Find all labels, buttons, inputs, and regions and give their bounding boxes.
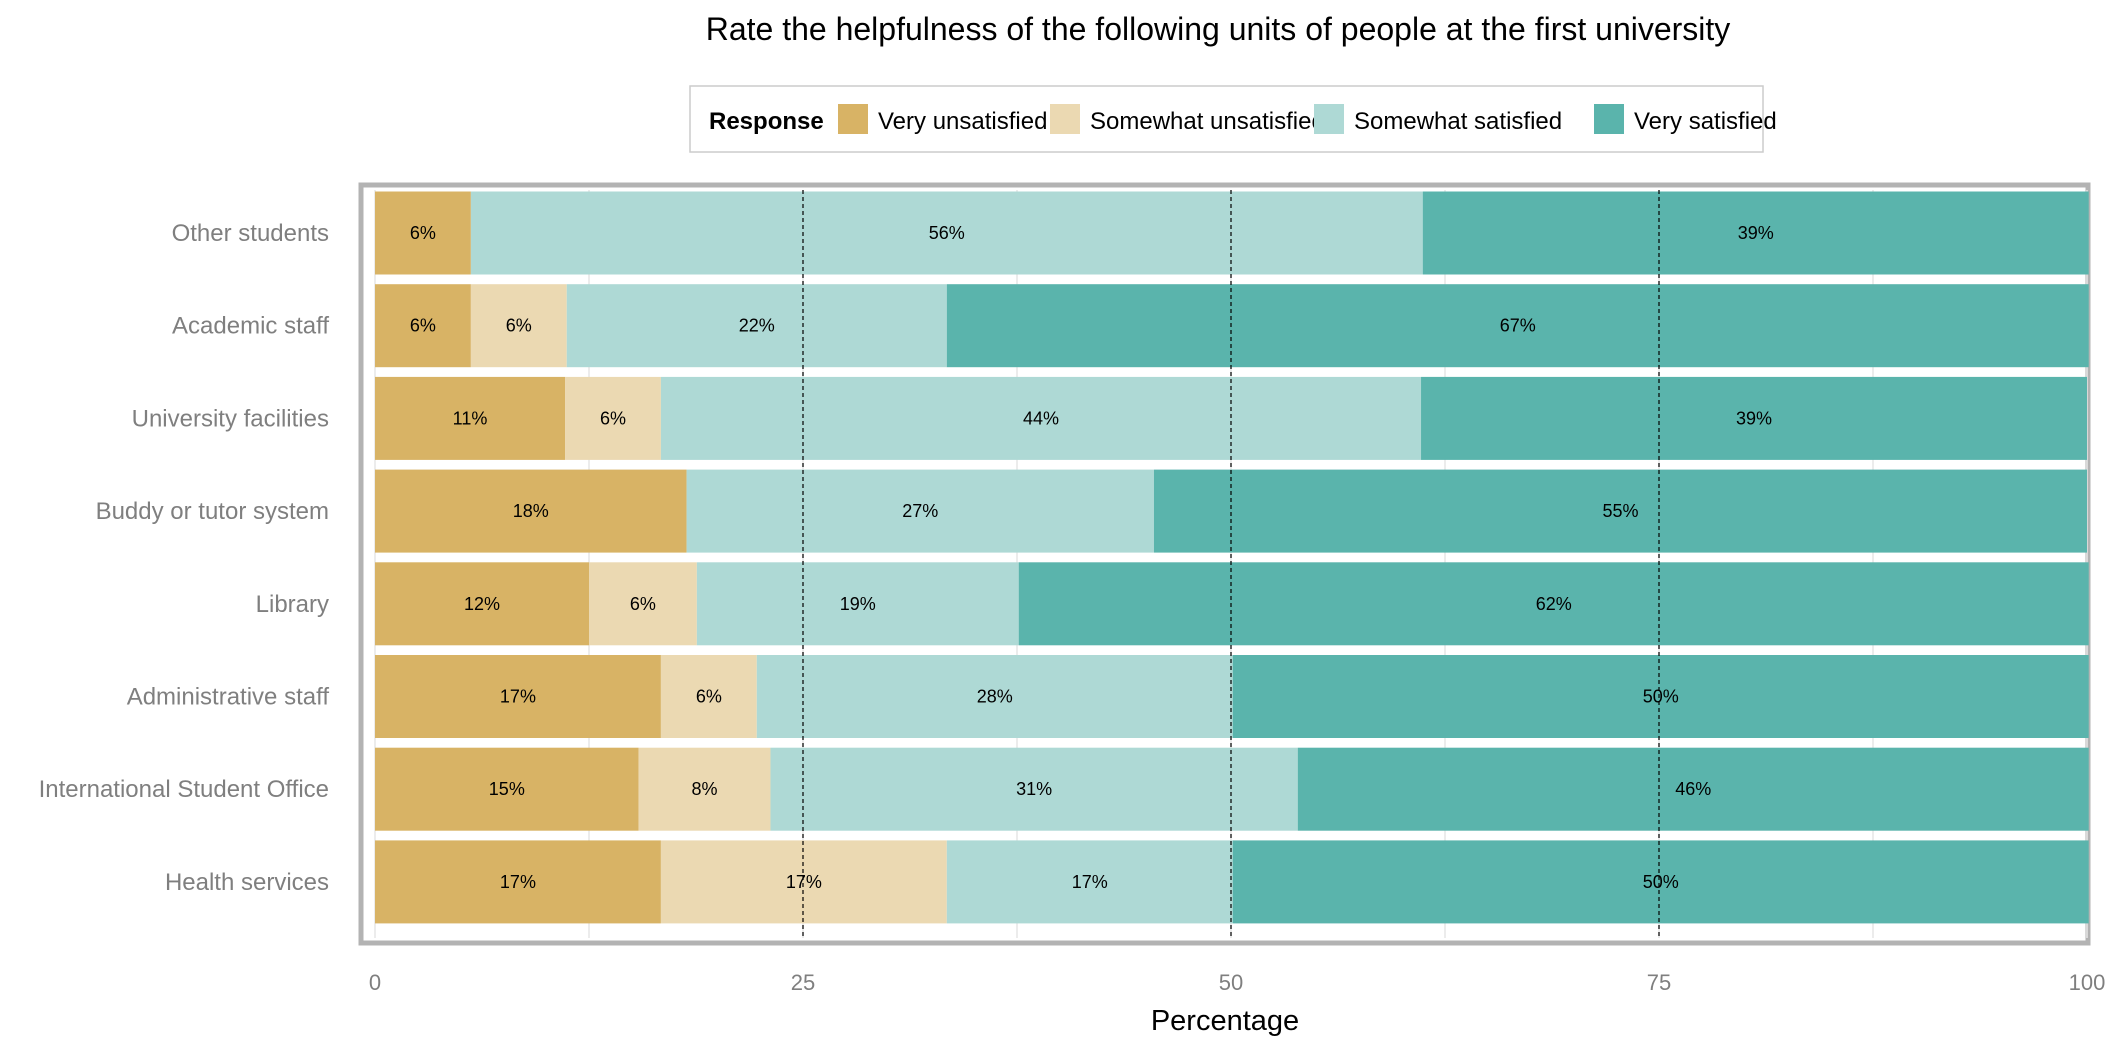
bar-segment xyxy=(566,284,947,368)
data-label: 39% xyxy=(1736,408,1772,428)
data-label: 55% xyxy=(1602,501,1638,521)
legend-label: Very unsatisfied xyxy=(878,108,1047,135)
x-tick-label: 75 xyxy=(1647,970,1671,995)
x-tick-label: 25 xyxy=(791,970,815,995)
bar-segment xyxy=(696,562,1019,646)
bar-segment xyxy=(375,747,639,831)
category-label: Other students xyxy=(172,220,329,247)
bar-segment xyxy=(660,840,947,924)
x-axis-labels: 0 25 50 75 100 xyxy=(369,970,2105,995)
bar-segment xyxy=(589,562,697,646)
data-label: 62% xyxy=(1536,594,1572,614)
bar-segment xyxy=(638,747,771,831)
data-label: 6% xyxy=(696,687,722,707)
data-label: 15% xyxy=(489,779,525,799)
data-label: 6% xyxy=(600,408,626,428)
bar-segment xyxy=(660,655,757,738)
data-label: 22% xyxy=(739,316,775,336)
bar-segment xyxy=(756,655,1233,738)
x-axis-title: Percentage xyxy=(1151,1005,1299,1037)
x-tick-label: 50 xyxy=(1219,970,1243,995)
bar-segment xyxy=(946,840,1233,924)
data-label: 28% xyxy=(977,687,1013,707)
category-label: Administrative staff xyxy=(127,684,330,711)
legend-title: Response xyxy=(709,108,824,135)
x-tick-label: 0 xyxy=(369,970,381,995)
data-label: 6% xyxy=(630,594,656,614)
y-axis-labels: Other students Academic staff University f… xyxy=(39,220,330,896)
bar-segment xyxy=(375,191,471,275)
data-label: 8% xyxy=(692,779,718,799)
data-label: 11% xyxy=(453,408,488,428)
bar-segment xyxy=(946,284,2089,368)
bar-segment xyxy=(375,655,661,738)
bar-segment xyxy=(375,562,589,646)
data-label: 31% xyxy=(1016,779,1052,799)
bar-segment xyxy=(375,469,687,553)
category-label: Library xyxy=(256,591,329,618)
data-label: 6% xyxy=(410,316,436,336)
data-label: 6% xyxy=(506,316,532,336)
data-label: 39% xyxy=(1738,223,1774,243)
legend-swatch xyxy=(1314,104,1344,134)
bar-segment xyxy=(470,284,567,368)
legend-label: Somewhat satisfied xyxy=(1354,108,1562,135)
bar-segment xyxy=(1153,469,2087,553)
data-label: 18% xyxy=(513,501,549,521)
legend-label: Very satisfied xyxy=(1634,108,1777,135)
data-label: 50% xyxy=(1643,687,1679,707)
legend-swatch xyxy=(1050,104,1080,134)
bar-segment xyxy=(1421,376,2087,460)
bar-segment xyxy=(1422,191,2089,275)
bar-segment xyxy=(1018,562,2089,646)
data-label: 56% xyxy=(929,223,965,243)
x-tick-label: 100 xyxy=(2069,970,2106,995)
legend: Response Very unsatisfied Somewhat unsati… xyxy=(689,85,1777,153)
legend-swatch xyxy=(1594,104,1624,134)
bar-segment xyxy=(686,469,1154,553)
data-label: 19% xyxy=(840,594,876,614)
category-label: International Student Office xyxy=(39,776,329,803)
bar-segment xyxy=(1232,840,2089,924)
legend-swatch xyxy=(838,104,868,134)
chart-title: Rate the helpfulness of the following un… xyxy=(706,11,1731,47)
bar-segment xyxy=(470,191,1423,275)
category-label: Health services xyxy=(165,869,329,896)
data-label: 17% xyxy=(500,687,536,707)
bar-segment xyxy=(770,747,1298,831)
data-label: 17% xyxy=(786,872,822,892)
data-label: 17% xyxy=(500,872,536,892)
plot-area: 6% 56% 39% 6% 6% 22% 67% 11% 6% 44% 39% 18% 27% 55% 12… xyxy=(358,182,2091,946)
bar-segment xyxy=(1232,655,2089,738)
data-label: 17% xyxy=(1072,872,1108,892)
legend-box xyxy=(689,85,1764,153)
category-label: University facilities xyxy=(132,405,329,432)
category-label: Buddy or tutor system xyxy=(96,498,329,525)
legend-label: Somewhat unsatisfied xyxy=(1090,108,1325,135)
data-label: 44% xyxy=(1023,408,1059,428)
bar-segment xyxy=(1297,747,2089,831)
bar-segment xyxy=(375,840,661,924)
category-label: Academic staff xyxy=(172,313,329,340)
bar-segment xyxy=(565,376,661,460)
data-label: 6% xyxy=(410,223,436,243)
data-label: 46% xyxy=(1675,779,1711,799)
data-label: 50% xyxy=(1643,872,1679,892)
data-label: 27% xyxy=(902,501,938,521)
data-label: 12% xyxy=(464,594,500,614)
bar-segment xyxy=(375,284,471,368)
bar-segment xyxy=(660,376,1422,460)
data-label: 67% xyxy=(1500,316,1536,336)
bar-segment xyxy=(375,376,566,460)
